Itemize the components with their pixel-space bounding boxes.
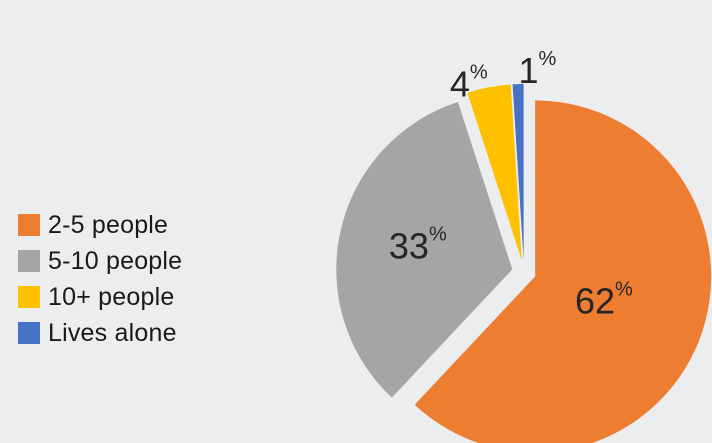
- legend-label-10-plus-people: 10+ people: [48, 282, 175, 311]
- legend-item-lives-alone: Lives alone: [18, 315, 182, 351]
- legend-item-2-5-people: 2-5 people: [18, 207, 182, 243]
- legend-swatch-10-plus-people: [18, 286, 40, 308]
- pie-value-label-2-5-people: 62%: [575, 279, 633, 321]
- pie-slice-lives-alone: [512, 84, 524, 261]
- legend-label-5-10-people: 5-10 people: [48, 246, 183, 275]
- pie-value-label-lives-alone: 1%: [519, 48, 557, 90]
- legend-label-2-5-people: 2-5 people: [48, 210, 169, 239]
- chart-legend: 2-5 people 5-10 people 10+ people Lives …: [18, 207, 182, 351]
- pie-slice-5-10-people: [336, 101, 513, 398]
- pie-slices: [336, 84, 712, 443]
- legend-item-5-10-people: 5-10 people: [18, 243, 182, 279]
- pie-slice-2-5-people: [414, 100, 712, 443]
- legend-swatch-lives-alone: [18, 322, 40, 344]
- legend-item-10-plus-people: 10+ people: [18, 279, 182, 315]
- pie-value-labels: 62% 33% 4% 1%: [389, 48, 633, 321]
- legend-label-lives-alone: Lives alone: [48, 318, 177, 347]
- legend-swatch-5-10-people: [18, 250, 40, 272]
- legend-swatch-2-5-people: [18, 214, 40, 236]
- pie-value-label-5-10-people: 33%: [389, 224, 447, 266]
- pie-slice-10-plus-people: [467, 84, 522, 261]
- pie-value-label-10-plus-people: 4%: [450, 62, 488, 104]
